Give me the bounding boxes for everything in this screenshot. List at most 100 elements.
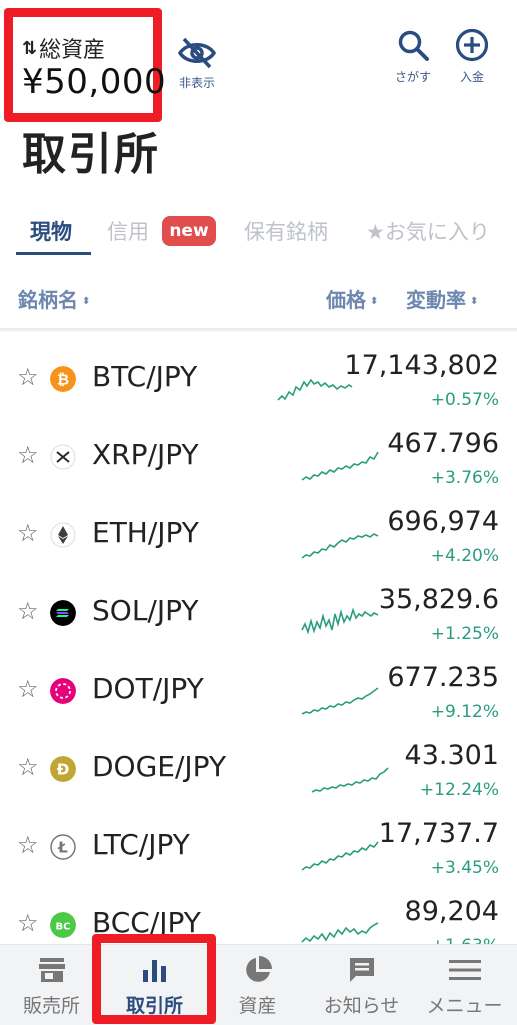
nav-label: 販売所	[22, 995, 80, 1017]
xrp-icon	[50, 444, 76, 470]
favorite-star-icon[interactable]: ☆	[17, 909, 39, 937]
svg-text:₿: ₿	[57, 371, 69, 389]
market-row-sol[interactable]: ☆ SOL/JPY 35,829.6 +1.25%	[0, 572, 517, 650]
pair-name: BCC/JPY	[92, 906, 201, 939]
sort-icon: ⬍	[470, 296, 479, 307]
deposit-label: 入金	[459, 70, 484, 84]
price: 677.235	[387, 662, 499, 693]
bitcoin-icon: ₿	[50, 366, 76, 392]
market-row-xrp[interactable]: ☆ XRP/JPY 467.796 +3.76%	[0, 416, 517, 494]
sort-icon: ⬍	[370, 296, 379, 307]
nav-notifications[interactable]: お知らせ	[310, 945, 413, 1025]
total-assets-highlight	[4, 8, 162, 122]
hide-balance-label: 非表示	[178, 76, 215, 90]
polkadot-icon	[50, 678, 76, 704]
nav-menu[interactable]: メニュー	[413, 945, 516, 1025]
market-tabs: 現物 信用 保有銘柄 ★お気に入り	[0, 210, 517, 256]
change-rate: +3.45%	[430, 858, 499, 878]
sparkline	[301, 841, 379, 871]
price: 43.301	[404, 740, 499, 771]
pair-name: DOGE/JPY	[92, 750, 227, 783]
message-icon	[349, 958, 374, 982]
bottom-navigation: 販売所 取引所 資産 お知らせ メニュー	[0, 944, 517, 1025]
header-divider	[0, 328, 517, 332]
price: 467.796	[387, 428, 499, 459]
change-rate: +0.57%	[430, 390, 499, 410]
nav-label: お知らせ	[323, 995, 400, 1017]
ethereum-icon	[50, 522, 76, 548]
price: 17,143,802	[344, 350, 499, 381]
favorite-star-icon[interactable]: ☆	[17, 831, 39, 859]
change-rate: +4.20%	[430, 546, 499, 566]
change-rate: +3.76%	[430, 468, 499, 488]
tab-favorites[interactable]: ★お気に入り	[366, 220, 490, 244]
sparkline	[277, 378, 353, 401]
price: 89,204	[404, 896, 499, 927]
total-assets-label[interactable]: ⇅ 総資産	[22, 37, 106, 64]
sparkline	[301, 607, 379, 635]
nav-label: 資産	[238, 995, 277, 1017]
tab-margin[interactable]: 信用	[107, 220, 149, 244]
plus-circle-icon	[455, 28, 489, 62]
tab-holdings[interactable]: 保有銘柄	[244, 220, 328, 244]
nav-label: 取引所	[125, 995, 183, 1017]
market-row-dot[interactable]: ☆ DOT/JPY 677.235 +9.12%	[0, 650, 517, 728]
pair-name: BTC/JPY	[92, 360, 198, 393]
sort-by-price[interactable]: 価格 ⬍	[326, 288, 379, 312]
exchange-tab-highlight	[92, 934, 216, 1024]
pair-name: LTC/JPY	[92, 828, 190, 861]
bar-chart-icon	[142, 960, 166, 982]
total-assets-value: ¥50,000	[22, 62, 167, 102]
nav-exchange[interactable]: 取引所	[103, 945, 206, 1025]
pair-name: SOL/JPY	[92, 594, 199, 627]
page-title: 取引所	[22, 129, 160, 180]
solana-icon	[50, 600, 76, 626]
active-tab-indicator	[16, 252, 91, 255]
store-icon	[38, 958, 65, 982]
nav-label: メニュー	[426, 995, 503, 1017]
search-label: さがす	[394, 70, 431, 84]
nav-sales[interactable]: 販売所	[0, 945, 103, 1025]
change-rate: +1.25%	[430, 624, 499, 644]
favorite-star-icon[interactable]: ☆	[17, 675, 39, 703]
swap-icon: ⇅	[22, 37, 38, 59]
svg-text:BC: BC	[56, 922, 71, 933]
price: 35,829.6	[378, 584, 499, 615]
change-rate: +12.24%	[419, 780, 499, 800]
tab-spot[interactable]: 現物	[30, 220, 72, 244]
market-row-btc[interactable]: ☆ ₿ BTC/JPY 17,143,802 +0.57%	[0, 338, 517, 416]
market-row-doge[interactable]: ☆ Ð DOGE/JPY 43.301 +12.24%	[0, 728, 517, 806]
change-rate: +9.12%	[430, 702, 499, 722]
market-row-ltc[interactable]: ☆ Ł LTC/JPY 17,737.7 +3.45%	[0, 806, 517, 884]
sort-by-name[interactable]: 銘柄名 ⬍	[18, 288, 91, 312]
market-row-eth[interactable]: ☆ ETH/JPY 696,974 +4.20%	[0, 494, 517, 572]
pair-name: ETH/JPY	[92, 516, 199, 549]
pie-chart-icon	[245, 956, 272, 982]
eye-slash-icon	[177, 37, 217, 69]
favorite-star-icon[interactable]: ☆	[17, 753, 39, 781]
sort-icon: ⬍	[82, 296, 91, 307]
sparkline	[311, 767, 389, 793]
search-button[interactable]: さがす	[389, 28, 437, 85]
sparkline	[301, 533, 379, 559]
sparkline	[301, 687, 379, 715]
favorite-star-icon[interactable]: ☆	[17, 441, 39, 469]
search-icon	[398, 30, 429, 61]
favorite-star-icon[interactable]: ☆	[17, 363, 39, 391]
nav-assets[interactable]: 資産	[206, 945, 309, 1025]
svg-text:Ł: Ł	[57, 839, 68, 857]
favorite-star-icon[interactable]: ☆	[17, 519, 39, 547]
pair-name: DOT/JPY	[92, 672, 204, 705]
favorite-star-icon[interactable]: ☆	[17, 597, 39, 625]
litecoin-icon: Ł	[50, 834, 76, 860]
deposit-button[interactable]: 入金	[448, 28, 496, 85]
sort-by-change[interactable]: 変動率 ⬍	[406, 288, 479, 312]
hamburger-menu-icon	[448, 960, 481, 980]
new-badge: new	[162, 216, 216, 246]
sparkline	[301, 922, 379, 943]
hide-balance-button[interactable]: 非表示	[172, 36, 222, 91]
bitcoin-cash-icon: BC	[50, 912, 76, 938]
price: 17,737.7	[378, 818, 499, 849]
sparkline	[301, 451, 379, 481]
price: 696,974	[387, 506, 499, 537]
